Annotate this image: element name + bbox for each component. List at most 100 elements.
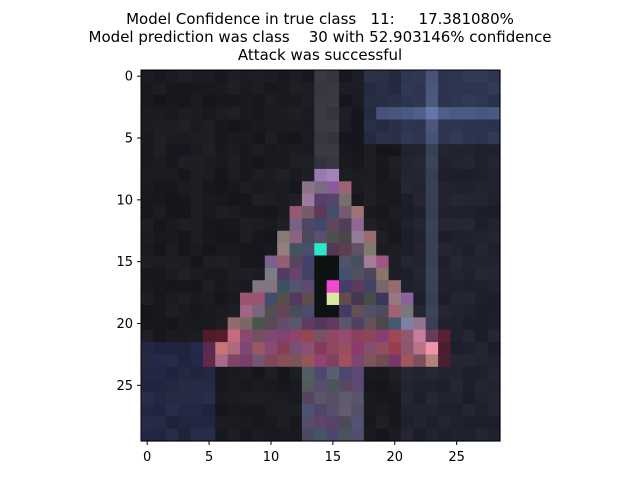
image-pixel [252,193,266,207]
image-pixel [153,403,167,417]
image-pixel [178,168,192,182]
image-pixel [314,119,328,133]
image-pixel [339,70,353,83]
image-pixel [351,354,365,368]
image-pixel [202,144,216,158]
image-pixel [165,428,179,442]
image-pixel [425,193,439,207]
adversarial-pixel [326,280,340,293]
image-pixel [141,230,154,244]
image-pixel [141,206,154,219]
image-pixel [190,416,204,430]
image-pixel [425,391,439,405]
image-pixel [400,82,414,96]
image-pixel [165,292,179,306]
image-pixel [301,403,315,417]
image-pixel [413,428,427,442]
image-pixel [351,70,365,83]
image-pixel [450,403,464,417]
image-pixel [400,156,414,170]
image-pixel [425,144,439,158]
image-pixel [363,206,377,219]
image-pixel [215,255,229,269]
image-pixel [301,156,315,170]
image-pixel [240,304,254,318]
image-pixel [475,94,489,108]
image-pixel [264,366,278,380]
image-pixel [363,342,377,356]
image-pixel [264,304,278,318]
image-pixel [413,292,427,306]
image-pixel [178,267,192,281]
image-pixel [277,94,291,108]
image-pixel [264,416,278,430]
image-pixel [376,292,390,306]
image-pixel [388,156,402,170]
image-pixel [227,267,241,281]
image-pixel [351,403,365,417]
image-pixel [425,168,439,182]
image-pixel [462,280,476,294]
y-tick-label: 5 [125,132,133,147]
image-pixel [202,168,216,182]
image-pixel [351,317,365,331]
image-pixel [141,342,154,356]
image-pixel [153,267,167,281]
image-pixel [363,428,377,442]
y-axis: 0 5 10 15 20 25 [116,70,141,394]
image-pixel [326,107,340,121]
image-pixel [264,292,278,306]
image-pixel [240,94,254,108]
image-pixel [227,243,241,257]
image-pixel [264,403,278,417]
image-pixel [450,317,464,331]
image-pixel [178,280,192,294]
image-pixel [475,181,489,195]
image-pixel [462,107,476,121]
image-pixel [178,317,192,331]
image-pixel [141,416,154,430]
image-pixel [190,168,204,182]
image-pixel [462,329,476,343]
image-pixel [252,391,266,405]
image-pixel [141,131,154,145]
title-line-confidence: Model Confidence in true class 11: 17.38… [126,10,514,28]
image-pixel [289,181,303,195]
image-pixel [202,329,216,343]
image-pixel [289,131,303,145]
image-pixel [487,329,501,343]
image-pixel [376,94,390,108]
image-pixel [438,218,452,232]
image-pixel [277,70,291,83]
image-pixel [425,70,439,83]
image-pixel [178,416,192,430]
image-pixel [215,267,229,281]
image-pixel [487,292,501,306]
image-pixel [153,156,167,170]
image-pixel [487,416,501,430]
image-pixel [438,366,452,380]
image-pixel [301,82,315,96]
image-pixel [165,94,179,108]
image-pixel [141,280,154,294]
image-pixel [202,82,216,96]
image-pixel [413,206,427,219]
image-pixel [376,416,390,430]
image-pixel [301,317,315,331]
image-pixel [240,243,254,257]
image-pixel [388,267,402,281]
image-pixel [215,131,229,145]
image-pixel [450,218,464,232]
image-pixel [227,342,241,356]
image-pixel [351,342,365,356]
image-pixel [351,107,365,121]
image-pixel [165,329,179,343]
image-pixel [178,230,192,244]
image-pixel [487,243,501,257]
image-pixel [277,206,291,219]
image-pixel [202,391,216,405]
image-pixel [141,193,154,207]
image-pixel [141,243,154,257]
image-pixel [351,304,365,318]
image-pixel [339,156,353,170]
